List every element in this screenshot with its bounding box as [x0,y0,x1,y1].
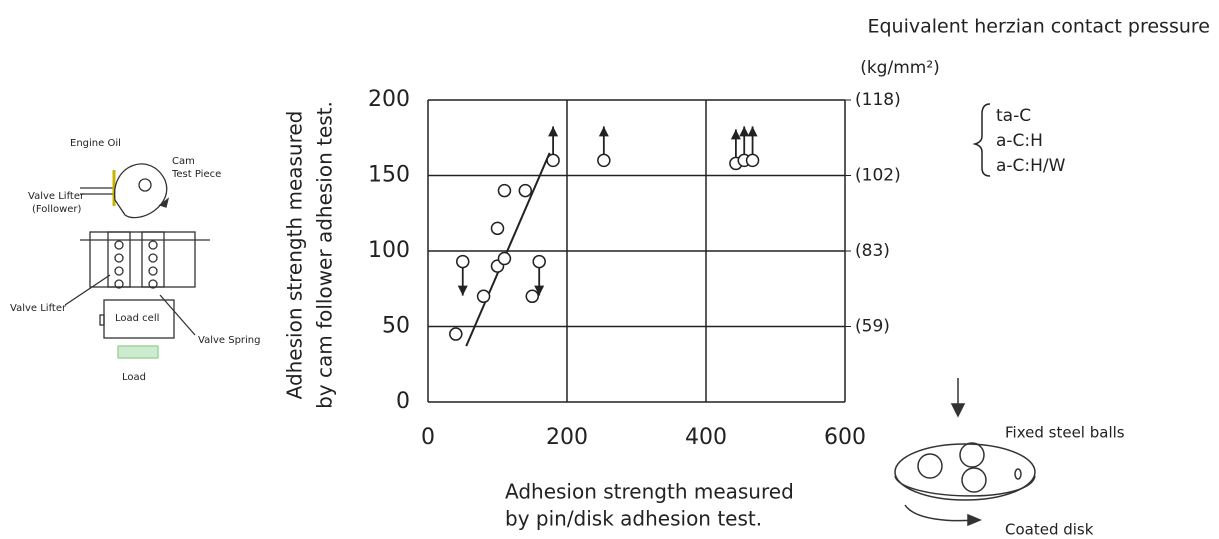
y2-title: Equivalent herzian contact pressure [867,16,1210,38]
diagram-label: Cam [172,156,195,167]
y-tick-label: 0 [396,389,410,414]
point [526,290,538,302]
x-tick-label: 200 [546,425,588,450]
arrow-head [739,126,749,136]
point [533,256,545,268]
figure: Engine Oil Cam Test Piece Valve Lifter (… [0,0,1219,539]
diagram-label: Fixed steel balls [1005,424,1125,442]
chart: 0 200 400 600 0 50 100 150 200 (59) (83) (102) (118)… [283,16,1211,531]
arrow-head [548,126,558,136]
y2-tick-label: (102) [855,166,901,186]
legend-bracket [975,104,990,176]
legend-label: ta-C [996,106,1031,126]
diagram-label: Load cell [115,313,159,324]
point [747,154,759,166]
arrow-head [748,126,758,136]
point [498,253,510,265]
y-tick-label: 150 [368,163,410,188]
y-tick-label: 100 [368,238,410,263]
x-tick-label: 0 [421,425,435,450]
arrow-head [731,129,741,139]
y-axis-title: by cam follower adhesion test. [313,101,337,409]
x-tick-label: 600 [824,425,866,450]
y2-tick-label: (118) [855,90,901,110]
page: Engine Oil Cam Test Piece Valve Lifter (… [0,0,1219,539]
diagram-label: Test Piece [171,169,221,180]
point [519,185,531,197]
point [478,290,490,302]
legend-label: a-C:H [996,131,1043,151]
y-tick-label: 200 [368,87,410,112]
point [598,154,610,166]
point [450,328,462,340]
legend-label: a-C:H/W [996,156,1066,176]
arrow-head [599,126,609,136]
diagram-label: (Follower) [32,204,82,215]
x-axis-title: by pin/disk adhesion test. [505,507,762,531]
diagram-label: Valve Spring [198,335,261,346]
point [547,154,559,166]
x-tick-label: 400 [685,425,727,450]
point [457,256,469,268]
point [498,185,510,197]
y2-unit: (kg/mm²) [860,58,940,78]
point [492,222,504,234]
x-axis-title: Adhesion strength measured [505,480,794,504]
diagram-label: Valve Lifter [10,303,67,314]
diagram-label: Load [122,372,146,383]
y2-tick-label: (59) [855,317,890,337]
cam-apparatus [65,164,210,358]
arrow-head [458,286,468,296]
y-tick-label: 50 [382,314,410,339]
diagram-label: Engine Oil [70,138,121,149]
y-axis-title: Adhesion strength measured [283,111,307,400]
disk-apparatus [895,378,1035,525]
diagram-label: Coated disk [1005,521,1094,539]
trend-line [466,153,549,346]
y2-tick-label: (83) [855,241,890,261]
diagram-label: Valve Lifter [28,191,85,202]
